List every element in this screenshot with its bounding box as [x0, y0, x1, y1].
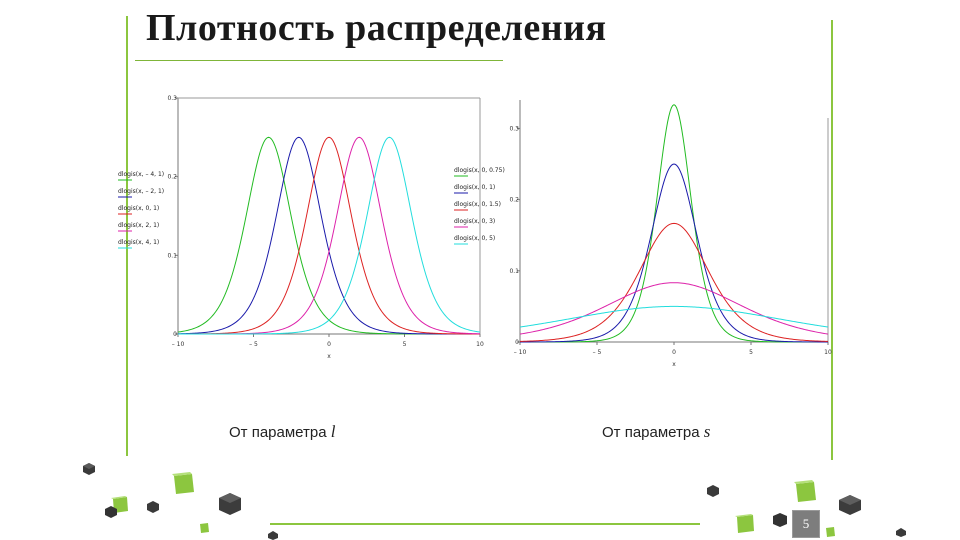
series-line	[178, 136, 480, 335]
title-underline	[135, 60, 503, 61]
series-line	[178, 136, 481, 335]
decor-cube-icon	[147, 501, 159, 513]
series-line	[520, 104, 828, 343]
legend-label: dlogis(x, 0, 1)	[454, 184, 495, 191]
chart-scale: – 10 – 5 0 5 10 0 0.1 0.2 0.3 x dlogis(x, 0, 0.75)…	[454, 100, 832, 368]
chart-location: – 10 – 5 0 5 10 0 0.1 0.2 0.3 x dlogis(x, – 4, 1) d…	[118, 95, 484, 360]
caption-location: От параметра l	[229, 422, 335, 442]
decor-cube-icon	[83, 463, 95, 475]
x-tick-label: 10	[476, 341, 484, 348]
decor-cube-icon	[794, 480, 816, 502]
y-tick-label: 0.2	[509, 197, 519, 204]
series-line	[519, 282, 829, 335]
x-tick-label: – 10	[172, 341, 185, 348]
y-tick-label: 0	[173, 331, 177, 338]
legend-label: dlogis(x, – 2, 1)	[118, 188, 164, 195]
caption-scale-text: От параметра	[602, 424, 704, 441]
x-axis-label: x	[327, 353, 331, 360]
decor-cube-icon	[105, 506, 117, 518]
x-tick-label: 10	[824, 349, 832, 356]
left-accent-line	[126, 16, 128, 456]
legend-label: dlogis(x, – 4, 1)	[118, 171, 164, 178]
legend-label: dlogis(x, 0, 1.5)	[454, 201, 501, 208]
legend-label: dlogis(x, 0, 3)	[454, 218, 495, 225]
legend-label: dlogis(x, 4, 1)	[118, 239, 159, 246]
y-tick-label: 0.1	[509, 268, 519, 275]
caption-scale-param: s	[703, 422, 711, 441]
caption-location-param: l	[330, 422, 336, 441]
y-tick-label: 0.2	[167, 174, 177, 181]
decor-cube-icon	[707, 485, 719, 497]
x-tick-label: 5	[749, 349, 753, 356]
slide-title: Плотность распределения	[146, 7, 607, 49]
series-line	[519, 222, 829, 342]
decor-cube-icon	[826, 527, 835, 537]
x-tick-label: – 10	[514, 349, 527, 356]
decor-cube-icon	[172, 472, 194, 494]
caption-scale: От параметра s	[602, 422, 710, 442]
series-line	[177, 136, 480, 335]
legend-label: dlogis(x, 0, 1)	[118, 205, 159, 212]
legend-label: dlogis(x, 0, 0.75)	[454, 167, 505, 174]
right-accent-line	[831, 20, 833, 460]
page-number-text: 5	[802, 516, 810, 531]
x-tick-label: 0	[327, 341, 331, 348]
decor-cube-icon	[773, 513, 787, 527]
y-tick-label: 0	[515, 339, 519, 346]
legend-label: dlogis(x, 2, 1)	[118, 222, 159, 229]
decor-cube-icon	[896, 528, 906, 537]
series-line	[177, 136, 481, 335]
y-tick-label: 0.1	[167, 252, 177, 259]
y-tick-label: 0.3	[509, 125, 519, 132]
bottom-accent-line	[270, 523, 700, 525]
decor-cube-icon	[735, 514, 754, 533]
page-number: 5	[792, 510, 820, 538]
decor-cube-icon	[268, 531, 278, 540]
x-tick-label: – 5	[249, 341, 258, 348]
decor-cube-icon	[839, 495, 861, 515]
decor-cube-icon	[200, 523, 209, 533]
y-tick-label: 0.3	[167, 95, 177, 102]
x-tick-label: – 5	[593, 349, 602, 356]
legend-label: dlogis(x, 0, 5)	[454, 235, 495, 242]
x-tick-label: 5	[403, 341, 407, 348]
series-line	[519, 163, 829, 343]
series-line	[177, 136, 481, 335]
x-axis-label: x	[672, 361, 676, 368]
series-line	[519, 305, 829, 328]
x-tick-label: 0	[672, 349, 676, 356]
decor-cube-icon	[219, 493, 241, 515]
caption-location-text: От параметра	[229, 424, 331, 441]
